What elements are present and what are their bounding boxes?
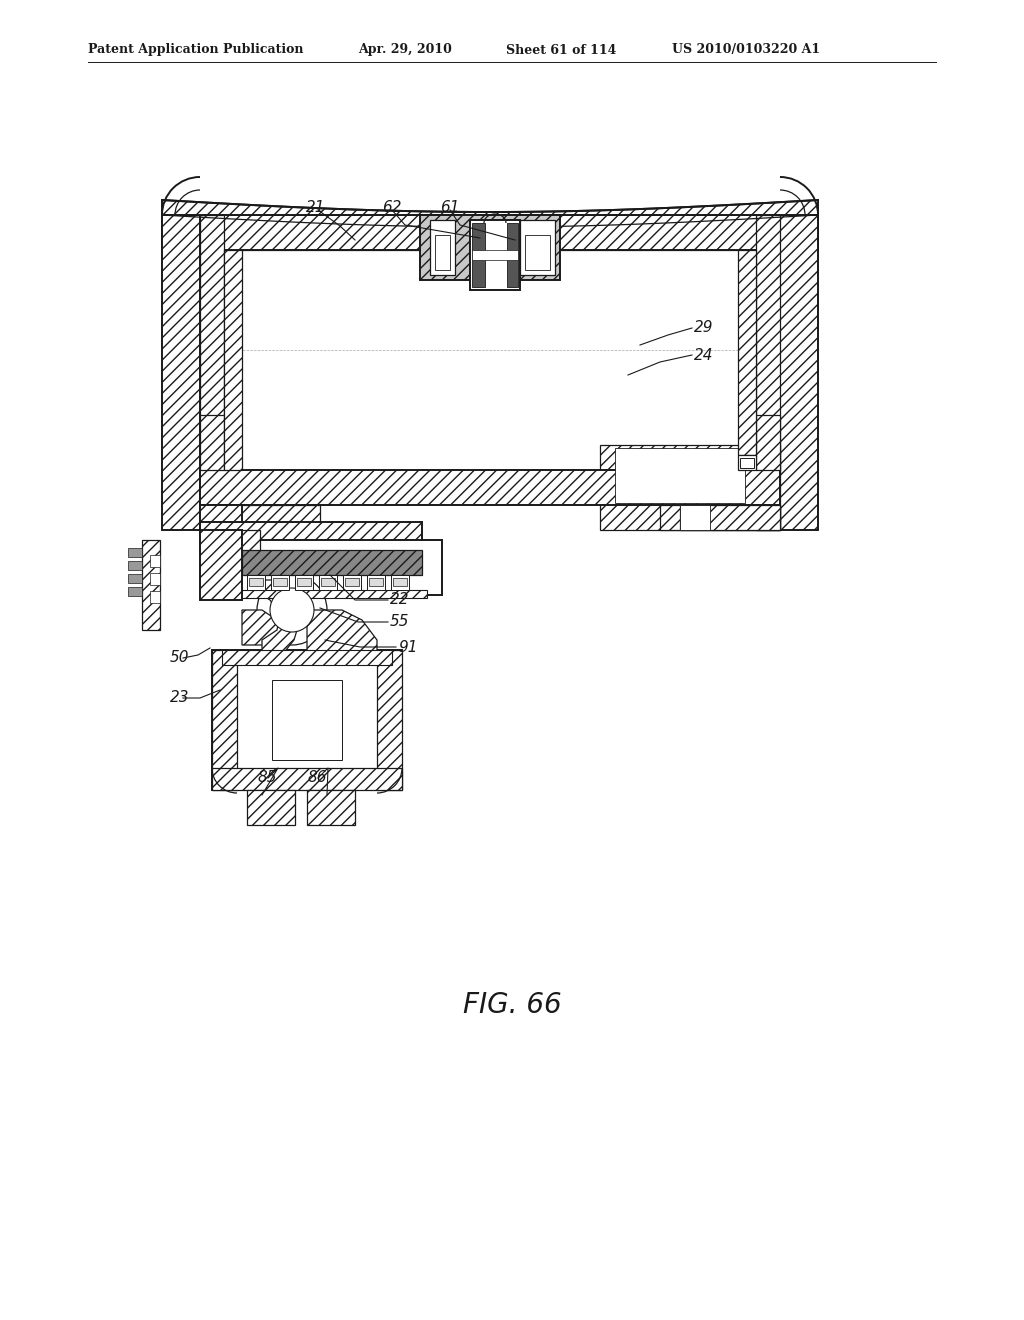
Text: 55: 55 (390, 615, 410, 630)
Polygon shape (680, 506, 780, 531)
Polygon shape (600, 445, 780, 531)
Polygon shape (200, 506, 319, 531)
Circle shape (270, 587, 314, 632)
Polygon shape (507, 223, 518, 286)
Polygon shape (222, 540, 442, 595)
Polygon shape (162, 201, 818, 215)
Text: 50: 50 (170, 651, 189, 665)
Polygon shape (430, 220, 455, 275)
Circle shape (257, 576, 327, 645)
Polygon shape (780, 215, 818, 531)
Polygon shape (242, 610, 282, 645)
Polygon shape (162, 215, 818, 249)
Text: FIG. 66: FIG. 66 (463, 991, 561, 1019)
Text: 24: 24 (694, 347, 714, 363)
Bar (150, 591, 160, 603)
Text: Apr. 29, 2010: Apr. 29, 2010 (358, 44, 452, 57)
Polygon shape (307, 610, 377, 655)
Bar (128, 561, 142, 570)
Bar (128, 587, 142, 597)
Polygon shape (472, 223, 485, 286)
Bar (345, 578, 359, 586)
Polygon shape (660, 506, 780, 531)
Text: 29: 29 (694, 321, 714, 335)
Bar (237, 590, 427, 598)
Bar (150, 554, 160, 568)
Polygon shape (212, 649, 237, 789)
Polygon shape (472, 249, 518, 260)
Bar (367, 576, 385, 590)
Bar (615, 447, 745, 503)
Polygon shape (377, 649, 402, 789)
Bar (247, 576, 265, 590)
Text: 86: 86 (308, 771, 328, 785)
Bar (343, 576, 361, 590)
Polygon shape (200, 506, 242, 550)
Polygon shape (200, 531, 242, 601)
Bar (273, 578, 287, 586)
Polygon shape (222, 649, 392, 665)
Bar (128, 548, 142, 557)
Bar (321, 578, 335, 586)
Text: 62: 62 (382, 201, 401, 215)
Text: 23: 23 (170, 690, 189, 705)
Polygon shape (200, 215, 224, 475)
Polygon shape (738, 249, 756, 455)
Text: 61: 61 (440, 201, 460, 215)
Polygon shape (247, 789, 295, 825)
Polygon shape (420, 215, 560, 280)
Bar (297, 578, 311, 586)
Bar (680, 506, 710, 531)
Text: 22: 22 (390, 593, 410, 607)
Polygon shape (242, 550, 422, 576)
Polygon shape (212, 768, 402, 789)
Polygon shape (756, 506, 780, 531)
Polygon shape (756, 414, 780, 470)
Bar (128, 574, 142, 583)
Bar (393, 578, 407, 586)
Bar (224, 249, 756, 475)
Text: 85: 85 (258, 771, 278, 785)
Polygon shape (200, 531, 260, 554)
Text: 21: 21 (306, 201, 326, 215)
Bar (369, 578, 383, 586)
Bar (150, 573, 160, 585)
Polygon shape (756, 215, 780, 475)
Polygon shape (738, 455, 756, 470)
Bar (319, 576, 337, 590)
Text: Patent Application Publication: Patent Application Publication (88, 44, 303, 57)
Bar (237, 665, 377, 768)
Polygon shape (212, 649, 402, 789)
Bar (740, 458, 754, 469)
Polygon shape (162, 215, 200, 531)
Polygon shape (520, 220, 555, 275)
Polygon shape (200, 521, 422, 550)
Polygon shape (200, 470, 780, 506)
Bar (295, 576, 313, 590)
Polygon shape (525, 235, 550, 271)
Text: US 2010/0103220 A1: US 2010/0103220 A1 (672, 44, 820, 57)
Bar (249, 578, 263, 586)
Polygon shape (200, 414, 224, 470)
Polygon shape (142, 540, 160, 630)
Polygon shape (262, 579, 300, 660)
Bar (391, 576, 409, 590)
Bar (272, 680, 342, 760)
Bar (271, 576, 289, 590)
Polygon shape (307, 789, 355, 825)
Polygon shape (224, 249, 242, 470)
Polygon shape (435, 235, 450, 271)
Polygon shape (470, 220, 520, 290)
Text: 91: 91 (398, 639, 418, 655)
Text: Sheet 61 of 114: Sheet 61 of 114 (506, 44, 616, 57)
